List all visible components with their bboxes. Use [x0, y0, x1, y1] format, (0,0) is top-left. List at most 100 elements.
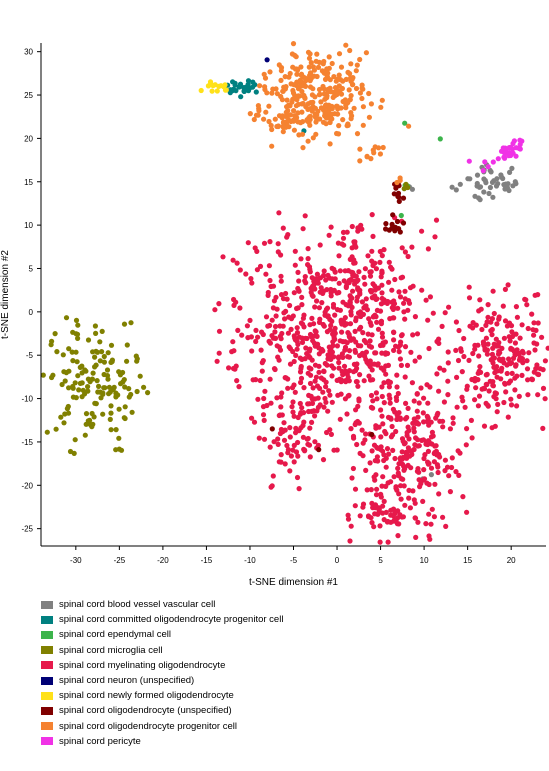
- data-point: [98, 395, 104, 401]
- data-point: [307, 454, 313, 460]
- data-point: [453, 187, 459, 193]
- data-point: [367, 273, 374, 279]
- data-point: [383, 221, 389, 227]
- data-point: [434, 371, 440, 377]
- data-point: [516, 393, 522, 399]
- data-point: [375, 458, 381, 464]
- data-point: [273, 313, 279, 319]
- data-point: [359, 82, 365, 88]
- data-point: [344, 411, 350, 417]
- data-point: [484, 371, 490, 377]
- data-point: [270, 283, 277, 289]
- data-point: [456, 327, 462, 334]
- data-point: [278, 252, 284, 258]
- data-point: [467, 323, 473, 329]
- data-point: [507, 169, 513, 175]
- data-point: [455, 357, 462, 364]
- data-point: [443, 523, 449, 530]
- data-point: [272, 116, 278, 122]
- data-point: [490, 194, 496, 200]
- data-point: [315, 276, 321, 282]
- data-point: [283, 113, 289, 119]
- data-point: [133, 353, 139, 359]
- data-point: [350, 81, 356, 88]
- data-point: [298, 379, 304, 386]
- data-point: [314, 51, 320, 57]
- data-point: [309, 357, 315, 363]
- data-point: [277, 347, 284, 353]
- data-point: [317, 91, 323, 97]
- data-point: [485, 403, 491, 409]
- legend-label: spinal cord newly formed oligodendrocyte: [59, 690, 234, 702]
- data-point: [476, 393, 483, 399]
- data-point: [256, 106, 262, 112]
- data-point: [53, 426, 59, 432]
- data-point: [349, 223, 355, 230]
- data-point: [243, 84, 249, 90]
- data-point: [387, 395, 393, 402]
- data-point: [435, 469, 441, 476]
- data-point: [77, 380, 83, 386]
- data-point: [461, 353, 467, 360]
- data-point: [370, 398, 376, 404]
- data-point: [491, 310, 497, 317]
- data-point: [503, 389, 509, 395]
- data-point: [412, 314, 418, 320]
- data-point: [420, 498, 426, 504]
- data-point: [274, 123, 280, 130]
- data-point: [303, 345, 309, 351]
- data-point: [370, 295, 376, 301]
- data-point: [419, 228, 425, 234]
- data-point: [357, 56, 363, 63]
- data-point: [373, 492, 380, 498]
- data-point: [291, 358, 297, 365]
- x-tick-label: 5: [378, 556, 383, 565]
- data-point: [377, 308, 384, 314]
- data-point: [110, 386, 116, 393]
- data-point: [299, 109, 305, 115]
- data-point: [44, 429, 50, 435]
- data-point: [482, 159, 488, 165]
- data-point: [372, 283, 378, 289]
- data-point: [128, 320, 134, 326]
- data-point: [453, 469, 459, 475]
- data-point: [237, 267, 243, 273]
- data-point: [466, 158, 472, 164]
- data-point: [322, 76, 329, 82]
- data-point: [540, 425, 546, 431]
- data-point: [277, 412, 283, 418]
- data-point: [234, 378, 240, 384]
- data-point: [535, 292, 541, 298]
- data-point: [126, 386, 132, 392]
- data-point: [300, 100, 306, 107]
- data-point: [487, 184, 493, 191]
- data-point: [477, 197, 483, 203]
- data-point: [294, 66, 300, 72]
- data-point: [401, 186, 407, 192]
- data-point: [506, 334, 512, 340]
- data-point: [364, 487, 370, 493]
- data-point: [348, 426, 354, 432]
- y-tick-label: 10: [24, 221, 33, 230]
- data-point: [83, 411, 90, 417]
- data-point: [283, 375, 289, 381]
- data-point: [421, 419, 427, 425]
- data-point: [481, 341, 487, 347]
- data-point: [422, 452, 428, 458]
- data-point: [290, 447, 296, 453]
- data-point: [305, 401, 311, 407]
- data-point: [363, 305, 369, 311]
- data-point: [411, 398, 417, 404]
- data-point: [525, 377, 531, 383]
- data-point: [505, 282, 511, 288]
- x-tick-label: 20: [507, 556, 516, 565]
- data-point: [481, 385, 487, 391]
- data-point: [338, 319, 344, 325]
- data-point: [305, 256, 311, 262]
- data-point: [370, 147, 376, 153]
- data-point: [398, 212, 404, 219]
- data-point: [255, 396, 261, 402]
- data-point: [505, 181, 511, 187]
- data-point: [267, 239, 273, 245]
- y-axis-title: t-SNE dimension #2: [0, 250, 11, 339]
